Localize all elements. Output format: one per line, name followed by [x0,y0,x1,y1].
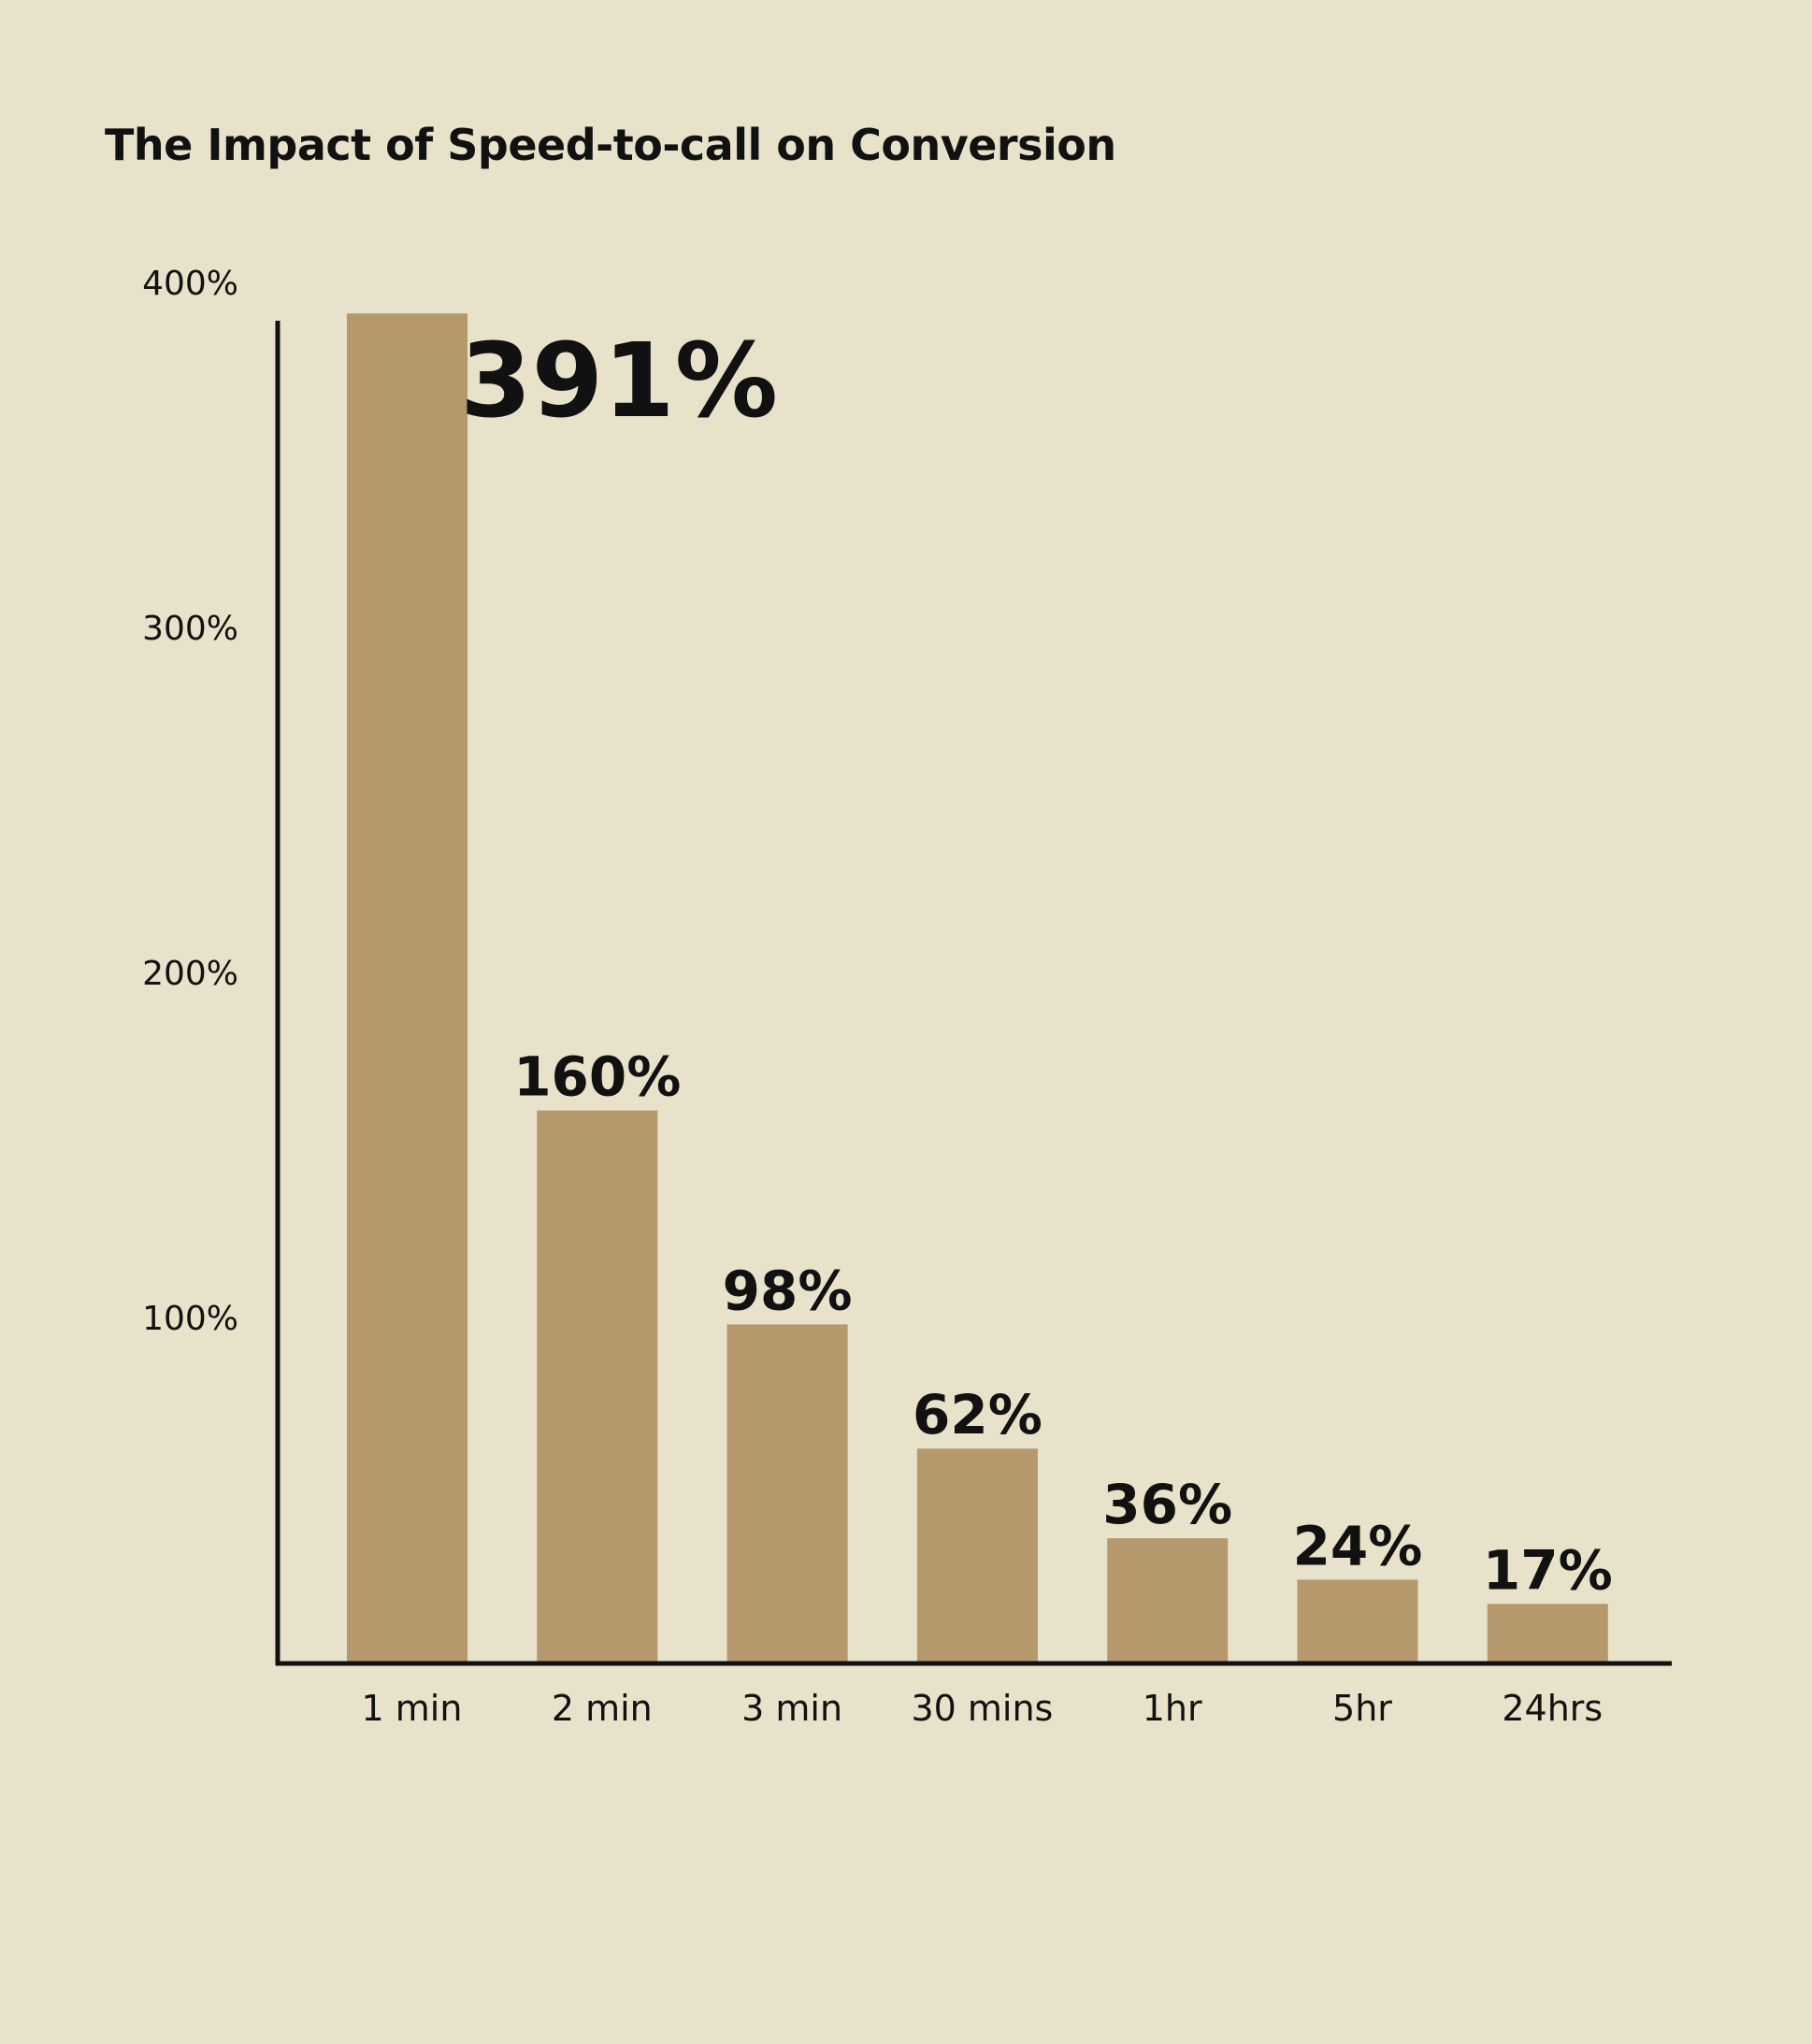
category-label: 2 min [552,1688,653,1729]
bars [347,313,1608,1663]
category-label: 30 mins [911,1688,1053,1729]
bar [916,1448,1038,1663]
data-labels: 391% 160% 98% 62% 36% 24% 17% [460,321,1613,1602]
bar [1297,1579,1418,1663]
data-label: 36% [1102,1473,1232,1536]
bar [1487,1604,1608,1663]
axes [275,321,1672,1666]
category-label: 1hr [1143,1688,1202,1729]
category-label: 24hrs [1502,1688,1603,1729]
y-tick-label: 400% [142,265,238,303]
chart-title: The Impact of Speed-to-call on Conversio… [105,120,1116,170]
data-label: 62% [913,1383,1043,1447]
bar [347,313,467,1663]
y-axis-ticks: 100% 200% 300% 400% [142,265,238,1338]
data-label: 391% [460,321,778,440]
y-tick-label: 200% [142,955,238,993]
data-label: 98% [723,1259,853,1322]
bar [537,1110,658,1663]
x-axis-labels: 1 min 2 min 3 min 30 mins 1hr 5hr 24hrs [362,1688,1603,1729]
data-label: 24% [1293,1514,1423,1577]
y-tick-label: 100% [142,1300,238,1338]
category-label: 1 min [362,1688,463,1729]
bar [1107,1538,1229,1663]
bar [726,1324,848,1663]
category-label: 5hr [1332,1688,1392,1729]
data-label: 17% [1483,1538,1613,1602]
y-tick-label: 300% [142,610,238,648]
category-label: 3 min [741,1688,842,1729]
data-label: 160% [513,1045,681,1109]
